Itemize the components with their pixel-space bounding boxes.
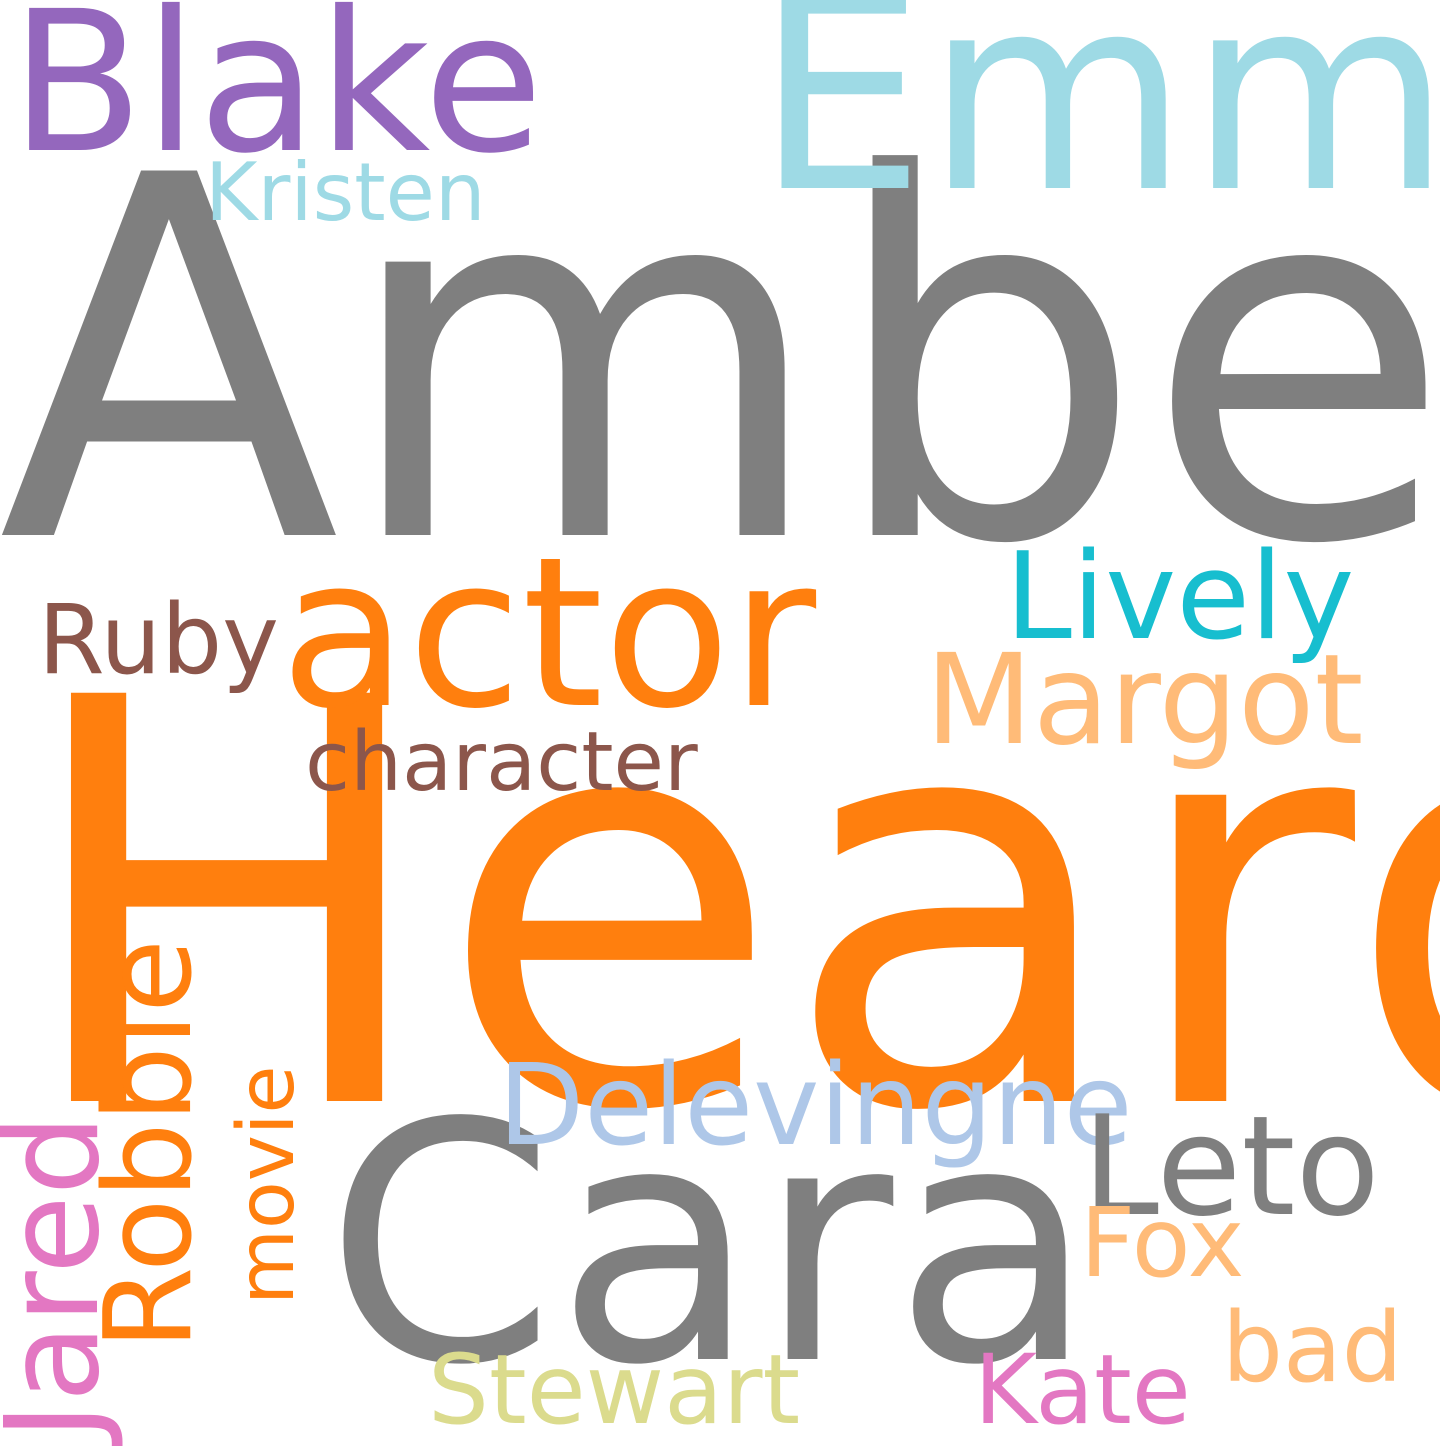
word-delevingne: Delevingne (498, 1041, 1133, 1171)
word-cara: Cara (325, 1053, 1096, 1437)
word-blake: Blake (10, 0, 544, 196)
word-stewart: Stewart (428, 1334, 801, 1446)
word-actor: actor (280, 513, 817, 755)
word-jared: Jared (0, 1114, 128, 1440)
word-amber: Amber (0, 71, 1440, 653)
word-kristen: Kristen (205, 146, 486, 239)
word-ruby: Ruby (38, 584, 279, 696)
word-margot: Margot (925, 628, 1364, 773)
word-kate: Kate (974, 1334, 1191, 1446)
word-heard: Heard (16, 582, 1440, 1234)
word-lively: Lively (1005, 528, 1355, 667)
word-bad: bad (1222, 1292, 1403, 1404)
word-leto: Leto (1082, 1086, 1380, 1247)
word-movie: movie (222, 1065, 312, 1305)
word-character: character (305, 715, 698, 810)
word-emma: Emma (755, 0, 1440, 252)
word-fox: Fox (1080, 1187, 1245, 1299)
